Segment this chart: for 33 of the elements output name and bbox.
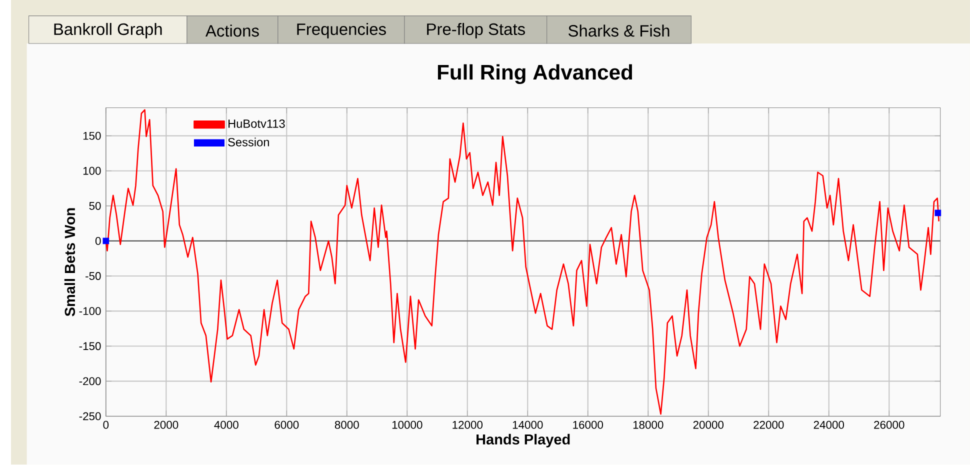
x-tick-label: 18000 xyxy=(633,421,664,429)
legend-label: Session xyxy=(228,138,269,147)
y-axis-title: Small Bets Won xyxy=(64,208,76,316)
x-tick-label: 26000 xyxy=(874,421,904,429)
x-tick-label: 20000 xyxy=(693,421,724,429)
x-tick-label: 0 xyxy=(103,421,109,429)
text: Frequencies xyxy=(297,23,386,38)
y-tick-label: -200 xyxy=(79,377,101,386)
x-tick-label: 4000 xyxy=(214,421,238,429)
x-tick-label: 12000 xyxy=(452,421,483,429)
y-tick-label: 50 xyxy=(89,202,101,210)
y-tick-label: -100 xyxy=(79,307,101,316)
y-tick-label: 150 xyxy=(83,132,101,140)
y-tick-label: -250 xyxy=(79,412,101,420)
x-tick-label: 14000 xyxy=(512,421,543,429)
x-tick-label: 8000 xyxy=(334,421,359,429)
text: Bankroll Graph xyxy=(54,23,162,38)
text: Pre-flop Stats xyxy=(427,23,525,38)
legend-label: HuBotv113 xyxy=(228,120,285,128)
x-tick-label: 22000 xyxy=(754,421,784,429)
y-tick-label: -50 xyxy=(86,272,101,280)
y-tick-label: -150 xyxy=(79,342,101,350)
text: Actions xyxy=(205,24,259,37)
y-tick-label: 0 xyxy=(95,237,101,246)
text: Sharks & Fish xyxy=(568,24,670,37)
x-axis-title: Hands Played xyxy=(476,434,570,448)
x-tick-label: 10000 xyxy=(392,421,422,429)
x-tick-label: 6000 xyxy=(274,421,299,429)
x-tick-label: 16000 xyxy=(573,421,604,429)
x-tick-label: 24000 xyxy=(814,421,844,429)
chart-title: Full Ring Advanced xyxy=(438,64,632,84)
y-tick-label: 100 xyxy=(83,167,101,175)
x-tick-label: 2000 xyxy=(154,421,178,429)
